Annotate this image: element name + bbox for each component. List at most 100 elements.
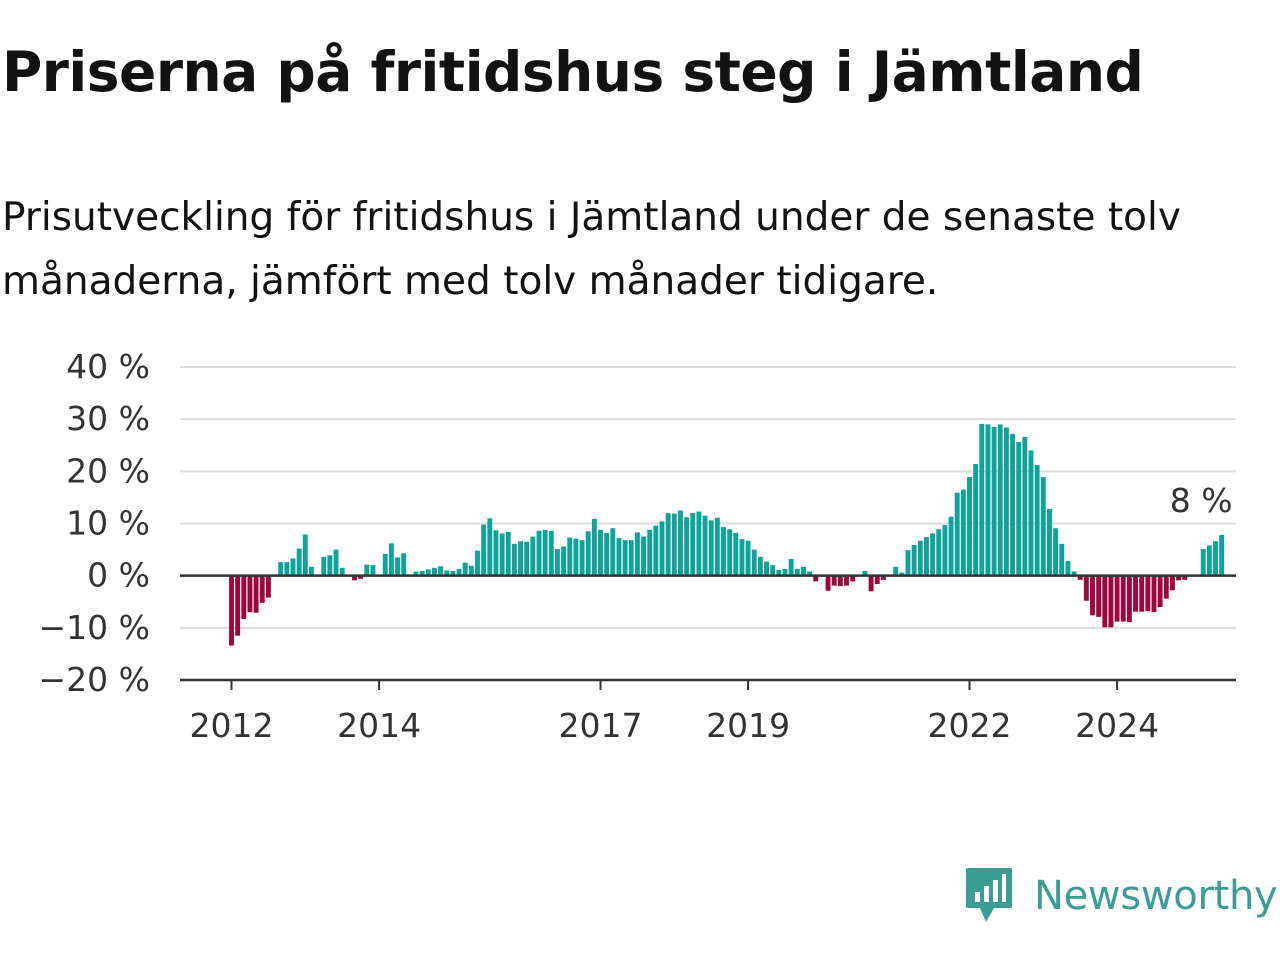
bar (1022, 436, 1028, 576)
bar (930, 533, 936, 576)
bar (1040, 477, 1046, 576)
bar (727, 529, 733, 576)
bar (837, 575, 843, 587)
bar (862, 570, 868, 576)
bar (1028, 450, 1034, 576)
bar (530, 536, 536, 576)
bar (721, 527, 726, 576)
bar (1182, 575, 1188, 580)
bar (259, 575, 265, 603)
y-tick-label: 20 % (66, 451, 150, 490)
bar (770, 565, 776, 576)
bar (499, 533, 505, 576)
bar (653, 525, 659, 576)
y-tick-label: 30 % (66, 399, 150, 438)
bar (745, 540, 751, 576)
bar (634, 532, 640, 576)
bar (604, 532, 610, 576)
bar (936, 529, 942, 576)
bar (229, 575, 234, 646)
y-tick-label: 40 % (66, 347, 150, 386)
bar (714, 517, 720, 576)
bar (462, 562, 468, 576)
bar (696, 511, 702, 576)
bar (1047, 508, 1052, 576)
bar (438, 566, 444, 576)
x-tick-label: 2012 (190, 706, 274, 745)
bars (229, 423, 1225, 646)
bar (364, 564, 370, 576)
bar (1170, 575, 1175, 591)
bar (419, 570, 425, 576)
bar (302, 534, 308, 576)
bar (807, 571, 813, 576)
bar (825, 575, 831, 591)
bar (794, 568, 800, 576)
bar (290, 558, 296, 576)
bar (1151, 575, 1157, 613)
grid-lines (180, 366, 1236, 629)
bar (733, 532, 739, 576)
bar (561, 546, 567, 576)
bar (493, 530, 499, 576)
bar (573, 538, 579, 576)
bar (1176, 575, 1182, 581)
y-tick-label: −10 % (39, 608, 151, 647)
bar (1102, 575, 1108, 628)
x-tick-label: 2019 (706, 706, 790, 745)
bar (1108, 575, 1114, 628)
bar (1139, 575, 1145, 612)
bar (475, 550, 480, 576)
x-tick-label: 2014 (337, 706, 421, 745)
bar (997, 424, 1003, 576)
bar (1083, 575, 1089, 601)
bar (801, 566, 806, 576)
bar (776, 569, 782, 576)
bar (1114, 575, 1120, 622)
bar (880, 575, 886, 580)
x-tick-label: 2017 (559, 706, 643, 745)
bar (844, 575, 849, 586)
bar (622, 540, 628, 576)
labels: 40 % 30 % 20 % 10 % 0 % −10 % −20 % 2012 2014 201… (39, 347, 1233, 745)
bar (764, 561, 769, 576)
bar (708, 520, 714, 576)
bar (702, 515, 708, 576)
y-tick-label: 10 % (66, 504, 150, 543)
bar (1219, 534, 1225, 576)
bar (1071, 571, 1077, 576)
bar (481, 524, 487, 576)
bar (1120, 575, 1126, 622)
bar (278, 562, 284, 576)
bar (991, 426, 997, 576)
last-value-annotation: 8 % (1170, 481, 1233, 520)
newsworthy-logo: Newsworthy (964, 866, 1278, 926)
bar (352, 575, 357, 581)
bar (665, 513, 671, 576)
bar (468, 565, 474, 576)
bar (247, 575, 253, 613)
bar (511, 543, 517, 576)
bar (1077, 575, 1083, 580)
bar (241, 575, 247, 619)
bar (1090, 575, 1095, 616)
y-tick-label: −20 % (39, 660, 151, 699)
chart-subtitle: Prisutveckling för fritidshus i Jämtland… (2, 195, 1181, 304)
bar (401, 553, 407, 576)
bar (911, 544, 917, 576)
bar (831, 575, 837, 586)
bar (524, 541, 530, 576)
bar (235, 575, 241, 636)
bar (967, 477, 972, 576)
bar (1096, 575, 1102, 617)
axes (180, 574, 1236, 690)
bar (788, 558, 794, 576)
bar (813, 575, 819, 582)
bar (432, 567, 437, 576)
bar (893, 566, 899, 576)
newsworthy-logo-icon (966, 868, 1012, 922)
bar (942, 525, 948, 576)
bar (948, 516, 954, 576)
bar (782, 568, 788, 576)
bar (850, 575, 856, 582)
